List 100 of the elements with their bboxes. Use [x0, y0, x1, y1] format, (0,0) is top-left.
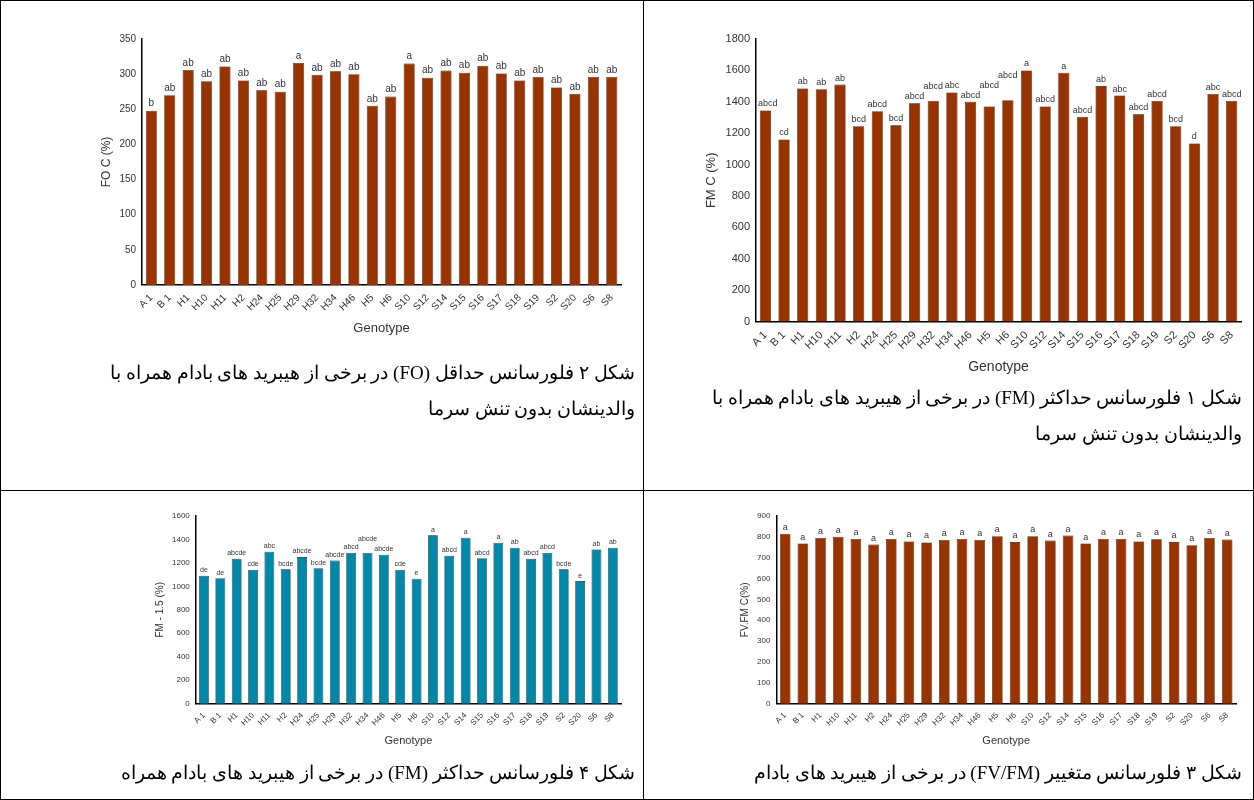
- data-label: abc: [1112, 83, 1128, 94]
- data-label: ab: [606, 63, 618, 75]
- x-tick-label: S20: [566, 710, 584, 728]
- data-label: bcd: [888, 113, 904, 124]
- x-tick-label: H10: [189, 291, 211, 313]
- y-tick-label: 350: [119, 32, 137, 44]
- y-tick-label: 1400: [725, 94, 751, 107]
- x-tick-label: S6: [1199, 710, 1213, 724]
- x-tick-label: S15: [1072, 710, 1090, 728]
- data-label: ab: [440, 57, 453, 69]
- y-tick-label: 100: [756, 677, 771, 687]
- data-label: ab: [237, 67, 250, 79]
- x-tick-label: S6: [580, 291, 598, 309]
- x-tick-label: H5: [986, 710, 1001, 725]
- data-label: a: [1224, 527, 1230, 538]
- y-tick-label: 1600: [172, 511, 191, 521]
- data-label: a: [1153, 527, 1159, 538]
- data-label: ab: [834, 72, 846, 83]
- y-tick-label: 0: [743, 314, 751, 327]
- data-label: ab: [797, 76, 808, 87]
- data-label: ab: [219, 53, 231, 65]
- x-tick-label: S10: [1019, 710, 1037, 728]
- data-label: abcd: [979, 79, 999, 90]
- x-tick-label: S8: [1216, 710, 1231, 724]
- data-label: ab: [550, 74, 563, 86]
- x-tick-label: B 1: [790, 710, 807, 726]
- y-tick-label: 1600: [725, 63, 751, 76]
- x-tick-label: S18: [1125, 710, 1143, 728]
- y-tick-label: 1000: [725, 157, 751, 170]
- data-label: ab: [587, 63, 600, 75]
- data-label: a: [1061, 60, 1067, 71]
- data-label: abcd: [1072, 104, 1093, 115]
- data-label: a: [941, 527, 947, 538]
- x-tick-label: H6: [1004, 710, 1019, 725]
- data-label: a: [295, 49, 302, 61]
- y-tick-label: 600: [756, 573, 771, 583]
- x-tick-label: A 1: [773, 710, 789, 726]
- data-label: ab: [477, 52, 489, 64]
- x-tick-label: A 1: [749, 328, 769, 349]
- data-label: a: [977, 527, 983, 538]
- x-tick-label: S19: [1142, 710, 1160, 728]
- data-label: ab: [495, 60, 508, 72]
- text: شکل ۴ فلورسانس حداکثر (FM) در برخی از هیبرید های بادام همراه: [119, 761, 635, 786]
- data-label: abcd: [1128, 102, 1149, 113]
- data-label: cd: [779, 127, 789, 138]
- data-label: abcd: [904, 91, 925, 102]
- data-label: ab: [274, 78, 287, 90]
- x-axis-title: Genotype: [968, 358, 1030, 375]
- y-tick-label: 400: [756, 615, 771, 625]
- y-tick-label: 1200: [725, 126, 751, 139]
- data-label: a: [959, 526, 965, 537]
- data-label: ab: [366, 92, 379, 104]
- x-tick-label: H1: [809, 710, 824, 725]
- x-axis-title: Genotype: [982, 734, 1031, 747]
- x-tick-label: H6: [992, 328, 1012, 347]
- data-label: abc: [1205, 81, 1221, 92]
- x-tick-label: B 1: [154, 291, 174, 311]
- y-tick-label: 250: [119, 103, 137, 115]
- y-tick-label: 800: [176, 605, 191, 615]
- data-label: a: [1083, 531, 1089, 542]
- x-tick-label: S8: [602, 710, 617, 724]
- x-tick-label: H6: [377, 291, 395, 309]
- data-label: a: [1206, 525, 1212, 536]
- data-label: ab: [422, 64, 434, 76]
- data-label: abcd: [1147, 89, 1167, 99]
- data-label: a: [1136, 529, 1142, 540]
- y-tick-label: 600: [731, 220, 751, 233]
- data-label: ab: [569, 80, 581, 92]
- data-label: a: [906, 529, 912, 540]
- x-tick-label: H29: [912, 710, 930, 728]
- x-tick-label: S17: [501, 710, 519, 728]
- data-label: a: [782, 521, 788, 532]
- data-label: ab: [164, 81, 176, 93]
- data-label: ab: [458, 59, 471, 71]
- y-axis-title: FV.FM C(%): [738, 582, 750, 638]
- y-tick-label: 900: [756, 511, 771, 521]
- x-axis-title: Genotype: [384, 734, 433, 747]
- data-label: ab: [329, 58, 342, 70]
- y-tick-label: 0: [765, 698, 771, 708]
- x-tick-label: S16: [484, 710, 502, 728]
- y-tick-label: 1000: [172, 581, 191, 591]
- data-label: a: [1012, 530, 1018, 541]
- data-label: ab: [385, 83, 397, 95]
- y-axis-title: FM C (%): [703, 152, 719, 209]
- x-tick-label: H11: [256, 710, 273, 727]
- x-tick-label: H5: [358, 291, 376, 309]
- y-tick-label: 0: [185, 698, 191, 708]
- data-label: ab: [348, 60, 360, 72]
- data-label: ab: [532, 63, 545, 75]
- data-label: a: [924, 530, 930, 541]
- data-label: a: [1171, 530, 1177, 541]
- y-tick-label: 0: [130, 278, 137, 290]
- data-label: abc: [944, 80, 960, 91]
- y-tick-label: 200: [731, 283, 751, 296]
- data-label: ab: [816, 77, 827, 88]
- x-tick-label: S2: [1161, 328, 1180, 347]
- x-tick-label: H6: [405, 710, 420, 725]
- x-axis-title: Genotype: [353, 319, 410, 335]
- data-label: abcd: [923, 81, 944, 92]
- y-axis-title: FO C (%): [98, 136, 113, 188]
